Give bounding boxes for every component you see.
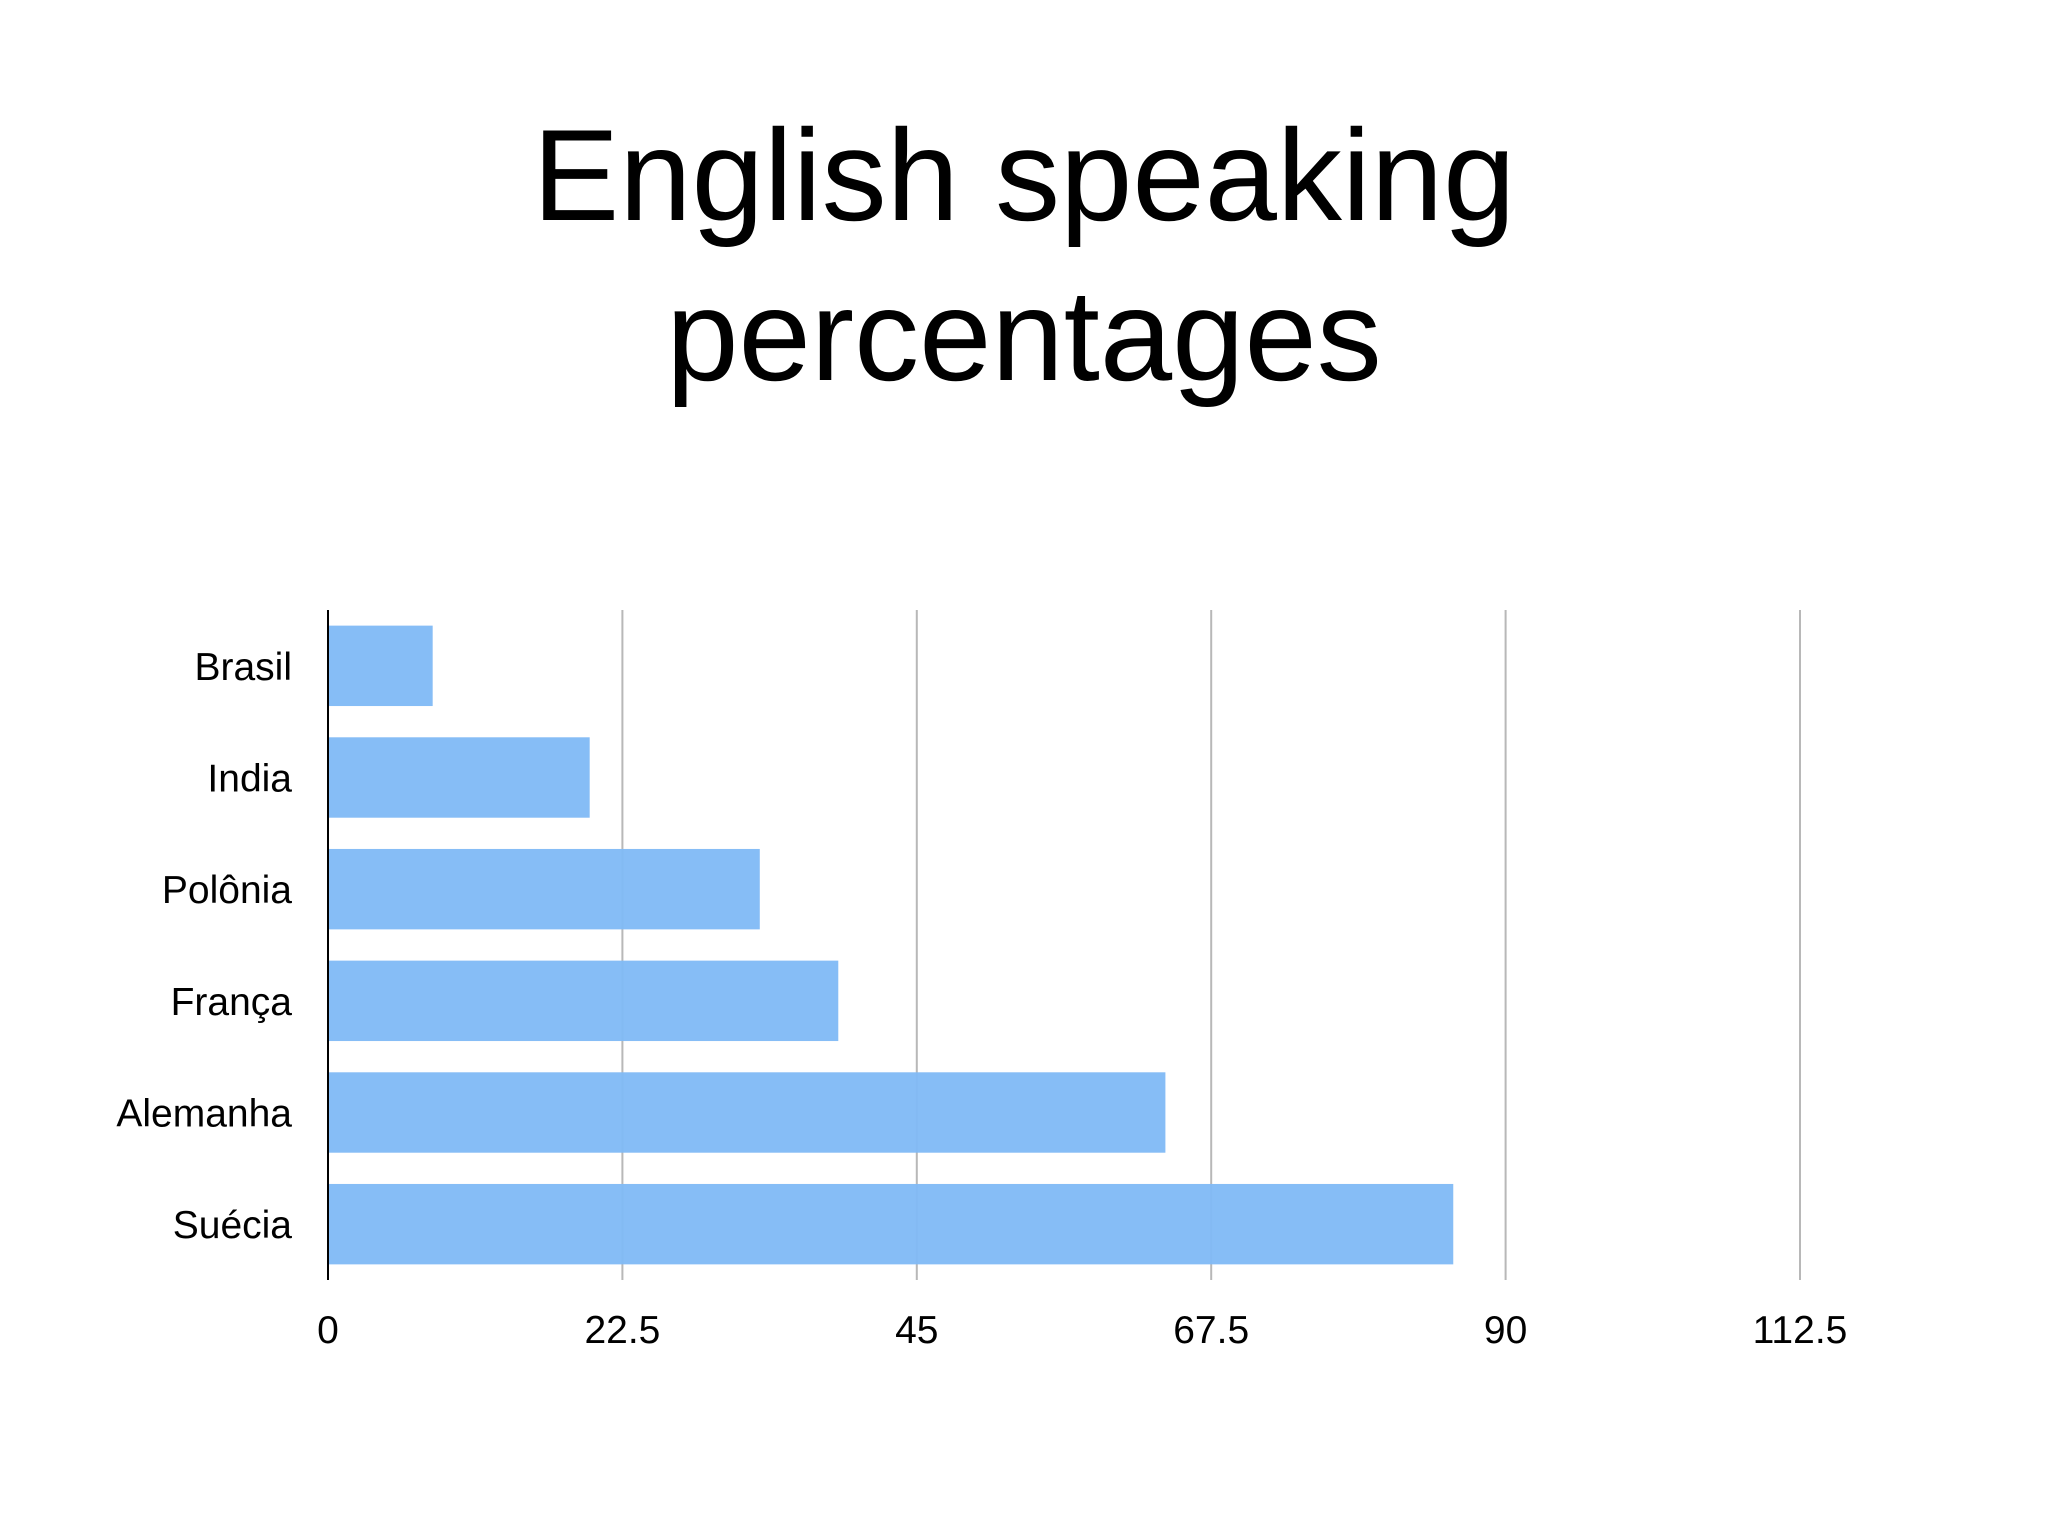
category-label: França: [171, 981, 293, 1024]
category-label: Alemanha: [116, 1093, 292, 1136]
x-tick-label: 45: [895, 1309, 938, 1352]
bar: [328, 737, 590, 818]
category-label: Polônia: [162, 869, 292, 912]
x-tick-label: 112.5: [1753, 1309, 1848, 1352]
category-labels: Brasil India Polônia França Alemanha Suécia: [116, 646, 292, 1247]
bar: [328, 848, 760, 930]
chart-title: English speaking percentages: [0, 95, 2048, 415]
chart-title-line-1: English speaking: [532, 102, 1516, 248]
bar: [328, 1072, 1166, 1153]
bars: [328, 625, 1454, 1265]
chart-title-line-2: percentages: [666, 262, 1382, 408]
bar: [328, 960, 839, 1042]
x-tick-label: 67.5: [1173, 1309, 1249, 1352]
gridlines: [621, 610, 1801, 1280]
x-tick-label: 0: [317, 1309, 339, 1352]
x-tick-label: 22.5: [584, 1309, 660, 1352]
category-label: Brasil: [194, 646, 292, 689]
x-tick-label: 90: [1484, 1309, 1527, 1352]
category-label: India: [207, 758, 292, 801]
bar: [328, 625, 433, 707]
category-label: Suécia: [173, 1204, 293, 1247]
bar: [328, 1183, 1454, 1265]
x-tick-labels: 0 22.5 45 67.5 90 112.5: [317, 1309, 1847, 1352]
